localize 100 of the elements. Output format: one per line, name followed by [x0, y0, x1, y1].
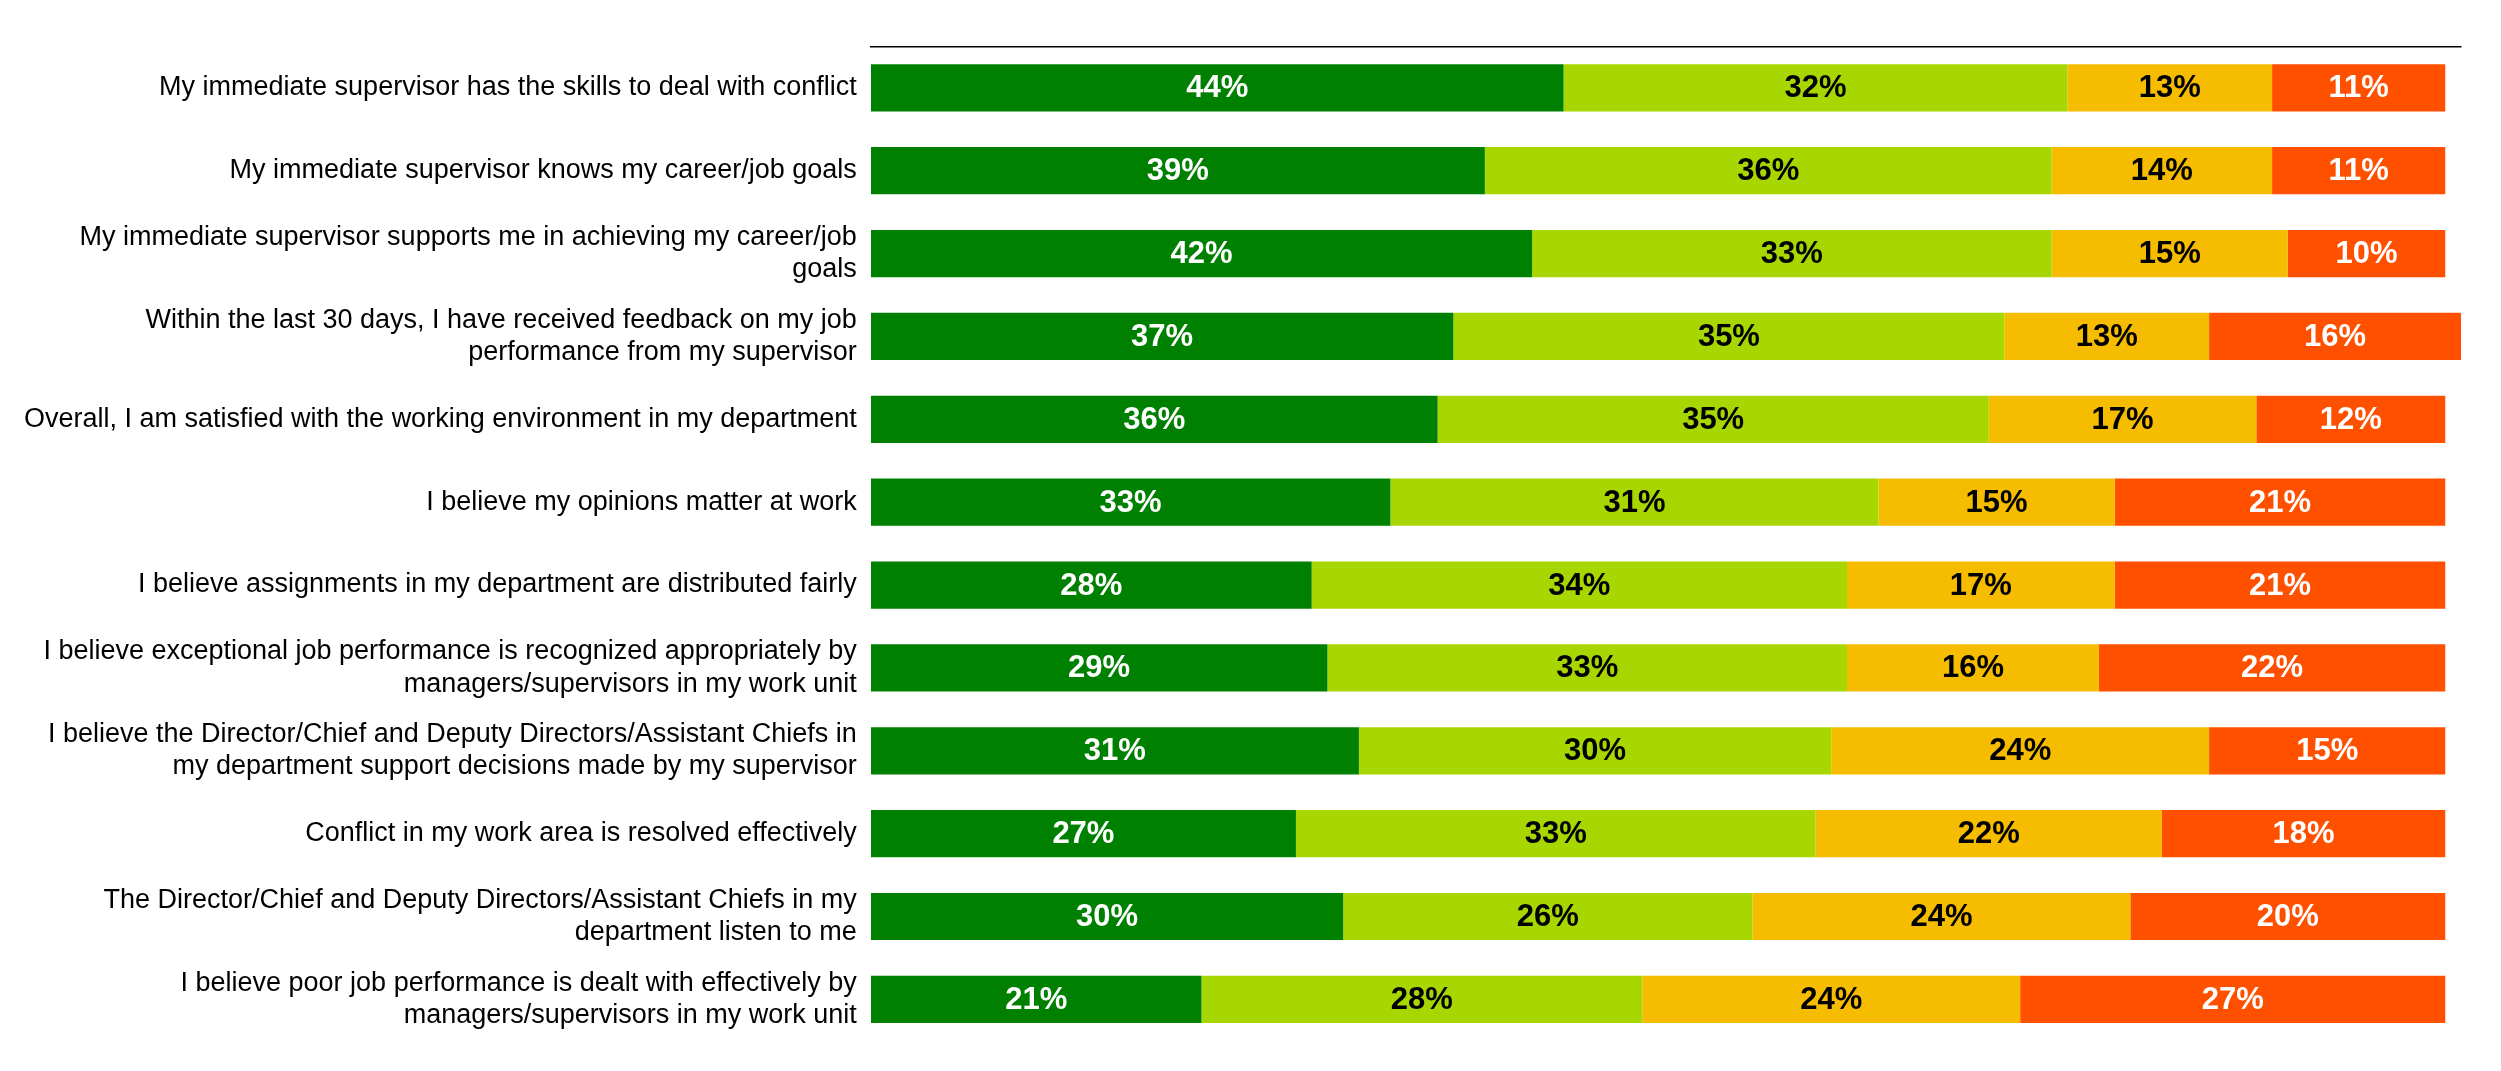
y-tick-label: I believe assignments in my department are distributed fairly	[138, 568, 858, 599]
y-tick-label: My immediate supervisor supports me in achieving my career/job goals	[79, 220, 857, 284]
y-tick-label: I believe the Director/Chief and Deputy Directors/Assistant Chiefs in my department support decisions made by my supervisor	[47, 718, 857, 781]
bar	[870, 644, 1328, 692]
bar	[2098, 644, 2446, 692]
data-label: 24%	[1989, 732, 2052, 768]
y-tick-label: I believe exceptional job performance is recognized appropriately by managers/supervisors in my work unit	[43, 635, 858, 698]
data-label: 21%	[2248, 566, 2311, 602]
bar	[1815, 810, 2162, 858]
y-tick-label: I believe poor job performance is dealt with effectively by managers/supervisors in my work unit	[180, 966, 858, 1030]
data-label: 10%	[2335, 235, 2398, 271]
bar	[870, 478, 1391, 526]
data-label: 20%	[2256, 898, 2319, 934]
bar	[1563, 64, 2068, 112]
data-label: 30%	[1075, 898, 1139, 934]
bar	[1484, 147, 2052, 195]
data-label: 18%	[2272, 815, 2335, 851]
data-label: 16%	[1941, 649, 2004, 685]
data-label: 17%	[2091, 400, 2154, 436]
data-label: 33%	[1099, 483, 1162, 519]
bar	[1988, 395, 2257, 443]
data-label: 14%	[2130, 152, 2193, 188]
bar	[870, 727, 1359, 775]
data-label: 28%	[1390, 980, 1453, 1016]
bar	[1327, 644, 1847, 692]
bar	[2209, 727, 2446, 775]
data-label: 17%	[1949, 566, 2012, 602]
data-label: 11%	[2328, 152, 2389, 188]
data-label: 27%	[1052, 815, 1115, 851]
data-label: 12%	[2319, 400, 2382, 436]
bar	[1343, 892, 1753, 941]
data-label: 32%	[1784, 69, 1847, 105]
bar	[870, 892, 1344, 941]
data-label: 36%	[1737, 152, 1800, 188]
y-tick-label: Overall, I am satisfied with the working environment in my department	[23, 402, 858, 433]
bar	[870, 312, 1454, 361]
data-label: 34%	[1548, 566, 1611, 602]
data-label: 24%	[1910, 898, 1973, 934]
bar	[2256, 395, 2446, 443]
data-label: 16%	[2304, 317, 2367, 353]
y-tick-label: Within the last 30 days, I have received feedback on my job performance from my supervisor	[145, 303, 857, 367]
bar	[2114, 478, 2446, 526]
data-label: 42%	[1170, 235, 1233, 271]
bar	[1453, 312, 2005, 361]
data-label: 15%	[2138, 235, 2201, 271]
data-label: 15%	[1965, 483, 2028, 519]
bar	[870, 810, 1296, 858]
bar	[2272, 64, 2446, 112]
data-label: 35%	[1682, 400, 1745, 436]
y-tick-label: My immediate supervisor has the skills to deal with conflict	[159, 71, 858, 102]
data-label: 22%	[1957, 815, 2020, 851]
bar	[870, 229, 1533, 278]
bar	[1642, 975, 2021, 1023]
y-tick-label: Conflict in my work area is resolved effectively	[305, 817, 858, 848]
bar	[870, 147, 1485, 195]
bar	[1532, 229, 2052, 278]
data-label: 15%	[2296, 732, 2359, 768]
bar	[870, 64, 1564, 112]
bar	[1831, 727, 2210, 775]
bar	[2067, 64, 2273, 112]
data-label: 22%	[2241, 649, 2304, 685]
data-label: 39%	[1146, 152, 1209, 188]
data-label: 28%	[1060, 566, 1123, 602]
data-label: 21%	[2248, 483, 2311, 519]
data-label: 13%	[2075, 317, 2138, 353]
data-label: 11%	[2328, 69, 2389, 105]
data-label: 44%	[1186, 69, 1249, 105]
data-label: 36%	[1123, 400, 1186, 436]
data-label: 35%	[1697, 317, 1760, 353]
data-label: 33%	[1524, 815, 1587, 851]
bar	[1311, 561, 1847, 609]
bar	[2130, 892, 2446, 941]
bar	[2004, 312, 2210, 361]
bar	[2114, 561, 2446, 609]
bar	[1201, 975, 1643, 1023]
data-label: 30%	[1564, 732, 1627, 768]
data-label: 27%	[2201, 980, 2264, 1016]
bar	[2051, 229, 2288, 278]
bar	[2161, 810, 2446, 858]
bar	[870, 561, 1312, 609]
data-label: 26%	[1516, 898, 1579, 934]
data-label: 31%	[1603, 483, 1666, 519]
data-label: 31%	[1083, 732, 1146, 768]
bar	[1846, 644, 2099, 692]
bar	[870, 395, 1438, 443]
y-tick-label: My immediate supervisor knows my career/job goals	[229, 154, 857, 185]
bar	[1390, 478, 1879, 526]
data-label: 24%	[1800, 980, 1863, 1016]
bar	[1358, 727, 1832, 775]
data-label: 29%	[1068, 649, 1131, 685]
y-tick-label: I believe my opinions matter at work	[426, 485, 858, 516]
bar	[2209, 312, 2461, 361]
bar	[1752, 892, 2131, 941]
data-label: 21%	[1005, 980, 1068, 1016]
bar	[2272, 147, 2446, 195]
bar	[870, 975, 1202, 1023]
bar	[2051, 147, 2273, 195]
bar	[2020, 975, 2446, 1023]
data-label: 33%	[1760, 235, 1823, 271]
bar	[1437, 395, 1989, 443]
